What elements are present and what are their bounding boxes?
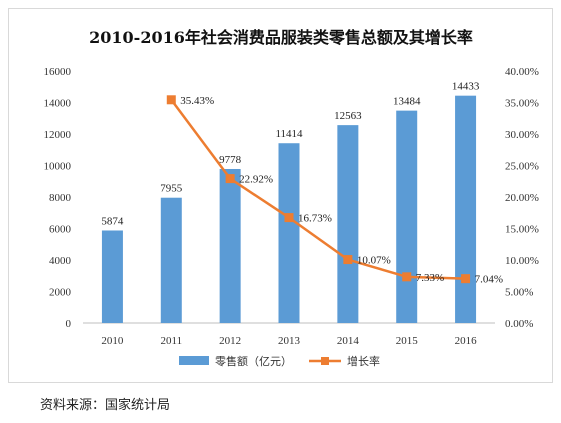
growth-line bbox=[170, 99, 466, 280]
line-data-label: 10.07% bbox=[357, 255, 391, 267]
y-right-tick-label: 40.00% bbox=[505, 66, 539, 78]
combo-chart: 2010-2016年社会消费品服装类零售总额及其增长率 0 2000 4000 600… bbox=[44, 28, 539, 368]
y-right-tick-label: 5.00% bbox=[505, 287, 533, 299]
bar-data-label: 9778 bbox=[219, 154, 242, 166]
y-left-tick-label: 2000 bbox=[49, 287, 72, 299]
x-tick-label: 2011 bbox=[160, 335, 182, 347]
x-tick-label: 2016 bbox=[455, 335, 478, 347]
y-right-tick-label: 30.00% bbox=[505, 129, 539, 141]
legend-line-marker bbox=[321, 357, 329, 365]
x-tick-label: 2012 bbox=[219, 335, 241, 347]
chart-frame: 2010-2016年社会消费品服装类零售总额及其增长率 0 2000 4000 600… bbox=[8, 8, 553, 383]
bar bbox=[219, 168, 241, 323]
line-marker bbox=[225, 174, 235, 184]
y-left-tick-label: 6000 bbox=[49, 224, 72, 236]
bar-data-label: 11414 bbox=[275, 128, 303, 140]
x-tick-label: 2010 bbox=[101, 335, 124, 347]
y-right-tick-label: 20.00% bbox=[505, 192, 539, 204]
y-left-tick-label: 16000 bbox=[44, 66, 72, 78]
bar bbox=[101, 230, 123, 323]
line-marker bbox=[461, 274, 471, 284]
y-right-tick-label: 15.00% bbox=[505, 224, 539, 236]
y-left-tick-label: 0 bbox=[66, 318, 72, 330]
x-tick-label: 2013 bbox=[278, 335, 301, 347]
y-right-tick-label: 25.00% bbox=[505, 161, 539, 173]
y-left-tick-label: 12000 bbox=[44, 129, 72, 141]
bar bbox=[278, 143, 300, 323]
y-left-tick-label: 10000 bbox=[44, 161, 72, 173]
line-data-label: 7.04% bbox=[475, 274, 503, 286]
source-note: 资料来源：国家统计局 bbox=[40, 398, 171, 413]
bar-data-label: 14433 bbox=[452, 81, 480, 93]
bar-data-label: 5874 bbox=[101, 215, 124, 227]
legend-bar-swatch bbox=[179, 356, 209, 365]
x-tick-label: 2015 bbox=[396, 335, 419, 347]
chart-title: 2010-2016年社会消费品服装类零售总额及其增长率 bbox=[89, 28, 473, 47]
bar-data-label: 13484 bbox=[393, 96, 421, 108]
line-data-label: 35.43% bbox=[180, 95, 214, 107]
line-marker bbox=[166, 95, 176, 105]
y-right-tick-label: 10.00% bbox=[505, 255, 539, 267]
y-right-tick-label: 0.00% bbox=[505, 318, 533, 330]
bar bbox=[337, 125, 359, 323]
legend-bar-label: 零售额（亿元） bbox=[215, 354, 292, 368]
bar bbox=[160, 197, 182, 323]
bar-data-label: 12563 bbox=[334, 110, 362, 122]
line-data-label: 16.73% bbox=[298, 213, 332, 225]
bar-data-label: 7955 bbox=[160, 183, 183, 195]
line-marker bbox=[343, 255, 353, 265]
line-marker bbox=[284, 213, 294, 223]
bar bbox=[396, 110, 418, 323]
x-tick-label: 2014 bbox=[337, 335, 360, 347]
y-left-tick-label: 14000 bbox=[44, 98, 72, 110]
y-left-tick-label: 8000 bbox=[49, 192, 72, 204]
legend-line-label: 增长率 bbox=[347, 354, 380, 368]
line-data-label: 7.33% bbox=[416, 272, 444, 284]
y-left-tick-label: 4000 bbox=[49, 255, 72, 267]
bar bbox=[455, 95, 477, 323]
line-data-label: 22.92% bbox=[239, 174, 273, 186]
y-right-tick-label: 35.00% bbox=[505, 98, 539, 110]
line-marker bbox=[402, 272, 412, 282]
